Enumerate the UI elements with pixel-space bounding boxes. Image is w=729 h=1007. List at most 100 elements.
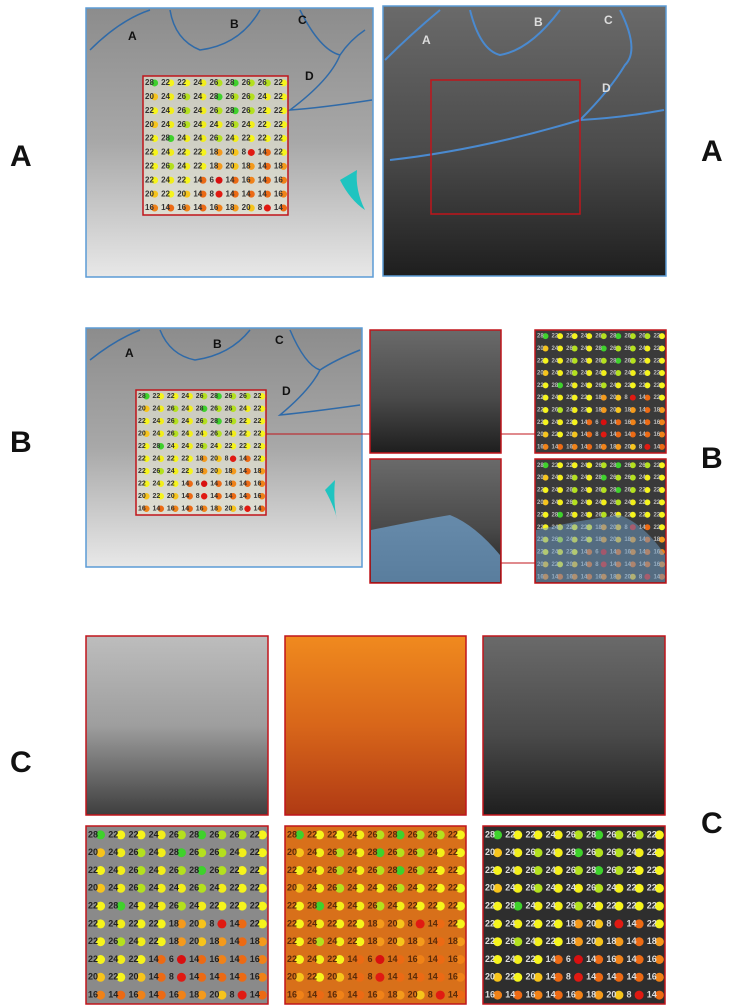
sensitivity-value: 24 [149, 865, 159, 875]
sensitivity-value: 28 [610, 463, 617, 469]
sensitivity-value: 28 [610, 488, 617, 494]
sensitivity-value: 22 [145, 134, 154, 143]
sensitivity-value: 6 [196, 481, 200, 488]
sensitivity-value: 24 [193, 106, 202, 115]
sensitivity-value: 24 [226, 134, 235, 143]
sensitivity-value: 22 [485, 918, 495, 928]
sensitivity-value: 28 [161, 134, 170, 143]
sensitivity-value: 14 [225, 493, 233, 500]
sensitivity-value: 20 [485, 847, 495, 857]
sensitivity-value: 20 [525, 972, 535, 982]
sensitivity-value: 14 [586, 954, 596, 964]
sensitivity-value: 14 [388, 972, 398, 982]
sensitivity-value: 26 [210, 406, 218, 413]
sensitivity-value: 16 [196, 506, 204, 513]
sensitivity-value: 22 [138, 443, 146, 450]
sensitivity-value: 22 [149, 936, 159, 946]
sensitivity-value: 24 [161, 92, 170, 101]
sensitivity-value: 14 [408, 972, 418, 982]
sensitivity-value: 18 [169, 936, 179, 946]
sensitivity-value: 24 [193, 92, 202, 101]
sensitivity-value: 22 [230, 900, 240, 910]
sensitivity-value: 22 [653, 371, 660, 377]
sensitivity-value: 22 [566, 395, 573, 401]
sensitivity-value: 16 [128, 989, 138, 999]
sensitivity-value: 14 [226, 175, 235, 184]
sensitivity-value: 14 [274, 203, 283, 212]
sensitivity-value: 24 [408, 883, 418, 893]
sensitivity-value: 14 [581, 432, 588, 438]
sensitivity-value: 28 [209, 92, 218, 101]
sensitivity-value: 26 [595, 463, 602, 469]
sensitivity-value: 18 [196, 456, 204, 463]
sensitivity-value: 20 [189, 918, 199, 928]
sensitivity-value: 26 [408, 829, 418, 839]
sensitivity-value: 20 [145, 189, 154, 198]
sensitivity-value: 22 [307, 972, 317, 982]
sensitivity-value: 14 [258, 189, 267, 198]
sensitivity-dot [630, 395, 636, 401]
sensitivity-value: 18 [606, 936, 616, 946]
sensitivity-value: 24 [327, 936, 337, 946]
sensitivity-value: 20 [566, 432, 573, 438]
sensitivity-value: 26 [408, 865, 418, 875]
sensitivity-value: 22 [177, 148, 186, 157]
sensitivity-value: 8 [239, 506, 243, 513]
sensitivity-value: 24 [161, 106, 170, 115]
sensitivity-value: 22 [258, 106, 267, 115]
sensitivity-value: 24 [152, 406, 160, 413]
sensitivity-value: 16 [145, 203, 154, 212]
sensitivity-value: 22 [287, 918, 297, 928]
sensitivity-value: 22 [209, 900, 219, 910]
sensitivity-value: 22 [88, 936, 98, 946]
sensitivity-value: 26 [128, 865, 138, 875]
sensitivity-value: 28 [210, 418, 218, 425]
sensitivity-value: 18 [653, 408, 660, 414]
sensitivity-value: 22 [108, 972, 118, 982]
sensitivity-value: 18 [408, 936, 418, 946]
sensitivity-value: 24 [505, 883, 515, 893]
sensitivity-value: 28 [537, 334, 544, 340]
vessel-label: A [125, 346, 134, 360]
sensitivity-value: 24 [552, 358, 559, 364]
sensitivity-value: 24 [552, 488, 559, 494]
sensitivity-value: 26 [610, 346, 617, 352]
sensitivity-value: 14 [152, 506, 160, 513]
sensitivity-value: 28 [552, 512, 559, 518]
sensitivity-value: 20 [287, 883, 297, 893]
sensitivity-value: 24 [546, 865, 556, 875]
sensitivity-value: 14 [552, 444, 559, 450]
sensitivity-value: 14 [181, 481, 189, 488]
sensitivity-value: 24 [624, 500, 631, 506]
sensitivity-value: 22 [653, 475, 660, 481]
sensitivity-value: 26 [169, 829, 179, 839]
sensitivity-value: 24 [181, 406, 189, 413]
sensitivity-value: 24 [367, 883, 377, 893]
sensitivity-value: 24 [152, 431, 160, 438]
sensitivity-value: 14 [189, 972, 199, 982]
sensitivity-value: 26 [595, 358, 602, 364]
sensitivity-value: 26 [327, 847, 337, 857]
sensitivity-value: 22 [250, 847, 260, 857]
sensitivity-value: 22 [274, 92, 283, 101]
sensitivity-value: 14 [627, 954, 637, 964]
sensitivity-value: 14 [428, 954, 438, 964]
sensitivity-value: 20 [388, 936, 398, 946]
sensitivity-value: 16 [448, 954, 458, 964]
sensitivity-value: 22 [254, 456, 262, 463]
sensitivity-value: 22 [181, 456, 189, 463]
sensitivity-value: 6 [209, 175, 214, 184]
sensitivity-value: 24 [152, 418, 160, 425]
vessel-label: D [305, 69, 314, 83]
sensitivity-value: 6 [169, 954, 174, 964]
sensitivity-value: 22 [428, 865, 438, 875]
sensitivity-dot [216, 191, 223, 198]
sensitivity-value: 14 [209, 972, 219, 982]
sensitivity-value: 24 [505, 847, 515, 857]
sensitivity-value: 22 [639, 358, 646, 364]
sensitivity-value: 20 [138, 431, 146, 438]
sensitivity-value: 22 [254, 431, 262, 438]
sensitivity-value: 20 [537, 346, 544, 352]
panel-label: B [701, 442, 723, 475]
sensitivity-value: 22 [145, 161, 154, 170]
